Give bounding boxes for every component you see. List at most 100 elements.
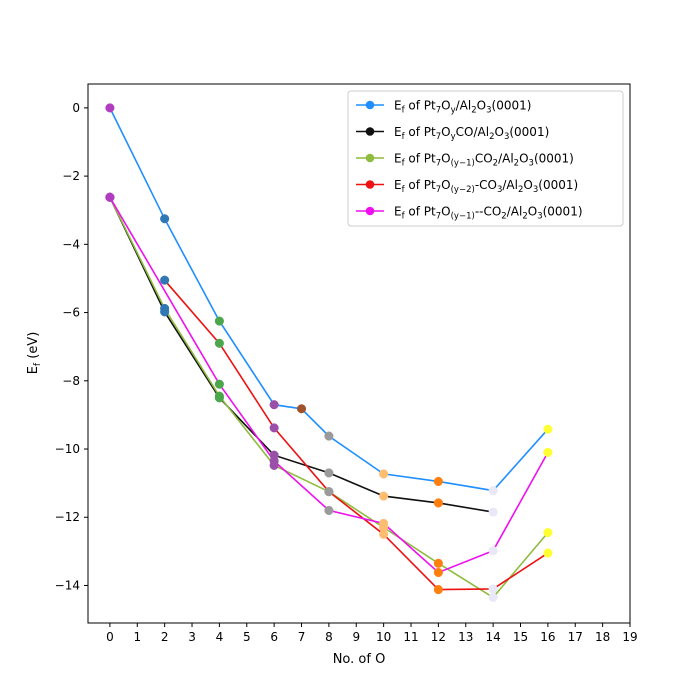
legend-label-part: of Pt (405, 205, 436, 219)
legend-label-part: y (451, 106, 456, 116)
legend-label-part: /Al (507, 205, 523, 219)
legend-label-part: /Al (498, 152, 514, 166)
series-1-point (296, 404, 307, 414)
series-5-point (543, 447, 553, 457)
legend-label-part: f (402, 212, 406, 222)
legend-label-part: (0001) (534, 152, 574, 166)
series-1-point (324, 431, 334, 441)
y-tick-label: −6 (62, 306, 80, 320)
series-5-point (324, 505, 334, 515)
y-tick-label: −4 (62, 237, 80, 251)
series-5-point (269, 456, 279, 466)
legend-label-part: O (441, 125, 450, 139)
legend-label-part: -CO (475, 178, 497, 192)
legend-label-part: E (394, 205, 402, 219)
x-tick-label: 12 (431, 630, 446, 644)
legend-label-part: O (441, 99, 450, 113)
series-1-line (109, 107, 549, 492)
legend-swatch-marker (365, 100, 375, 110)
legend-label-part: (0001) (538, 178, 578, 192)
legend-label-part: 2 (514, 159, 519, 169)
legend-label-part: (y−2) (451, 185, 475, 195)
legend-label-part: O (477, 99, 486, 113)
series-3-point (214, 391, 224, 401)
series-3-point (543, 528, 553, 538)
series-5-point (105, 192, 115, 202)
legend-label-part: O (441, 152, 450, 166)
legend-label-part: 3 (533, 185, 538, 195)
x-tick-label: 17 (568, 630, 583, 644)
legend-label-part: 2 (493, 159, 498, 169)
legend-label-part: /Al (502, 178, 518, 192)
legend-label-part: 7 (436, 132, 441, 142)
x-tick-label: 7 (298, 630, 306, 644)
legend-label-part: 2 (518, 185, 523, 195)
legend-box (347, 90, 624, 227)
x-tick-label: 11 (403, 630, 418, 644)
legend-swatch-marker (365, 153, 375, 163)
x-tick-label: 8 (325, 630, 333, 644)
legend-label: Ef of Pt7O(y−1)--CO2/Al2O3(0001) (394, 205, 583, 222)
legend-swatch-marker (365, 206, 375, 216)
legend-label-part: 7 (436, 159, 441, 169)
legend-label: Ef of Pt7Oy/Al2O3(0001) (394, 99, 531, 116)
y-axis-label-main: E (26, 366, 41, 374)
series-4-point (379, 529, 389, 539)
series-2-line (109, 196, 494, 513)
x-tick-label: 10 (376, 630, 391, 644)
x-tick-label: 15 (513, 630, 528, 644)
x-tick-label: 2 (161, 630, 169, 644)
legend-label-part: O (441, 178, 450, 192)
legend-label-part: 2 (501, 212, 506, 222)
legend-label-part: (0001) (492, 99, 532, 113)
legend-label-part: 2 (471, 106, 476, 116)
legend-label-part: of Pt (405, 125, 436, 139)
legend-label-part: 3 (537, 212, 542, 222)
legend-label-part: f (402, 159, 406, 169)
y-tick-label: −8 (62, 374, 80, 388)
legend-label-part: of Pt (405, 99, 436, 113)
series-4-line (163, 279, 549, 591)
legend-label-part: (y−1) (451, 212, 475, 222)
legend-label-part: of Pt (405, 178, 436, 192)
series-2-point (379, 491, 389, 501)
x-tick-label: 13 (458, 630, 473, 644)
x-axis-ticks: 0 1 2 3 4 5 6 7 8 9 10 11 12 13 14 15 16 17 18 19 (106, 623, 638, 644)
series-2-point (324, 468, 334, 478)
legend-label-part: f (402, 132, 406, 142)
x-tick-label: 16 (540, 630, 555, 644)
series-2-point (433, 498, 443, 508)
x-tick-label: 1 (133, 630, 141, 644)
legend-label-part: /Al (456, 99, 472, 113)
x-tick-label: 19 (622, 630, 637, 644)
series-1-point (379, 469, 389, 479)
legend-label-part: CO/Al (456, 125, 489, 139)
legend-label-part: O (494, 125, 503, 139)
series-1-point (543, 424, 553, 434)
series-layer (105, 103, 553, 602)
y-tick-label: −2 (62, 169, 80, 183)
legend-label-part: E (394, 125, 402, 139)
legend-label-part: O (441, 205, 450, 219)
series-1-point (269, 400, 279, 410)
x-tick-label: 0 (106, 630, 114, 644)
legend-label-part: f (402, 106, 406, 116)
legend-label-part: 3 (504, 132, 509, 142)
series-1-point (433, 476, 443, 486)
series-4-point (324, 487, 334, 497)
series-4-point (488, 584, 498, 594)
y-axis-label-sub: f (33, 362, 43, 366)
legend-label-part: 3 (529, 159, 534, 169)
legend-label-part: 2 (489, 132, 494, 142)
legend-label-part: E (394, 99, 402, 113)
legend-swatch-marker (365, 180, 375, 189)
legend-label-part: E (394, 152, 402, 166)
legend-label-part: O (519, 152, 528, 166)
series-1-point (105, 103, 115, 113)
series-3-point (160, 303, 170, 314)
y-axis-label-unit: (eV) (26, 332, 41, 363)
x-tick-label: 3 (188, 630, 196, 644)
series-4-point (214, 338, 224, 348)
series-5-point (433, 567, 443, 578)
